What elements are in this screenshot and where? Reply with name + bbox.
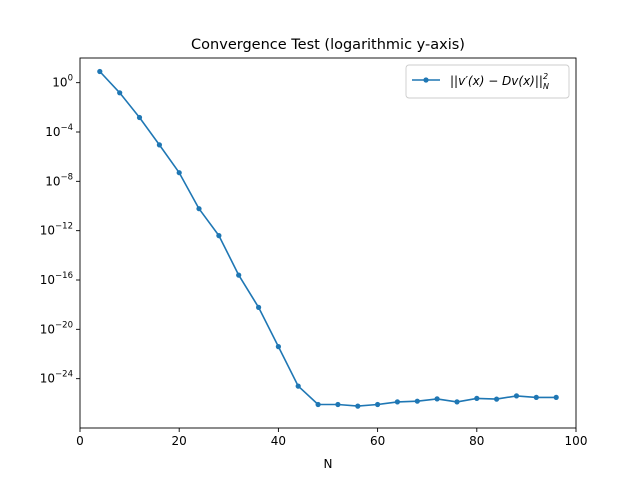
- x-tick-label: 0: [76, 434, 84, 448]
- plot-area: [97, 68, 559, 409]
- data-point: [97, 68, 103, 75]
- data-point: [236, 272, 242, 278]
- y-axis-ticks: 100 10−4 10−8 10−12 10−16 10−20 10−24: [40, 74, 80, 386]
- y-tick-label: 10−24: [40, 370, 73, 386]
- data-point: [474, 395, 480, 401]
- data-point: [533, 394, 539, 400]
- data-point: [315, 401, 321, 408]
- data-point: [513, 393, 520, 399]
- data-point: [414, 398, 420, 404]
- y-tick-label: 10−4: [45, 123, 73, 139]
- legend-entry-label: ||v′(x) − Dv(x)||2 N: [450, 72, 549, 91]
- data-point: [256, 304, 262, 310]
- y-tick-label: 10−12: [40, 222, 73, 238]
- series-line: [99, 70, 557, 407]
- data-point: [196, 206, 202, 212]
- y-tick-label: 10−20: [40, 320, 73, 336]
- legend: ||v′(x) − Dv(x)||2 N: [405, 64, 570, 99]
- x-tick-label: 60: [370, 434, 385, 448]
- data-point: [136, 114, 143, 121]
- data-point: [275, 344, 281, 350]
- data-point: [295, 383, 301, 389]
- data-point: [335, 401, 341, 408]
- data-point: [494, 396, 500, 402]
- axes-frame: [79, 57, 577, 429]
- data-point: [355, 403, 361, 409]
- x-axis-label: N: [324, 457, 333, 471]
- x-tick-label: 100: [565, 434, 588, 448]
- data-point: [394, 399, 400, 405]
- legend-marker-sample: [423, 77, 429, 83]
- y-tick-label: 100: [52, 74, 73, 90]
- y-tick-label: 10−16: [40, 271, 73, 287]
- chart-title: Convergence Test (logarithmic y-axis): [191, 37, 465, 53]
- data-point: [553, 394, 559, 400]
- x-tick-label: 40: [271, 434, 286, 448]
- x-tick-label: 20: [172, 434, 187, 448]
- data-point: [454, 399, 460, 405]
- data-point: [434, 396, 440, 402]
- x-tick-label: 80: [469, 434, 484, 448]
- data-point: [375, 401, 381, 408]
- x-axis-ticks: 0 20 40 60 80 100: [76, 428, 587, 448]
- y-tick-label: 10−8: [45, 172, 73, 188]
- data-point: [117, 90, 123, 96]
- data-point: [156, 142, 162, 148]
- legend-box: [405, 64, 570, 99]
- data-point: [176, 170, 182, 176]
- data-point: [216, 233, 222, 239]
